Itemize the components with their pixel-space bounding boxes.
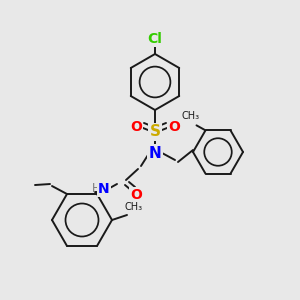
Text: CH₃: CH₃ (125, 202, 143, 212)
Text: N: N (98, 182, 110, 196)
Text: O: O (168, 120, 180, 134)
Text: Cl: Cl (148, 32, 162, 46)
Text: S: S (149, 124, 161, 140)
Text: O: O (130, 120, 142, 134)
Text: N: N (148, 146, 161, 160)
Text: CH₃: CH₃ (182, 111, 200, 121)
Text: H: H (92, 182, 100, 196)
Text: O: O (130, 188, 142, 202)
